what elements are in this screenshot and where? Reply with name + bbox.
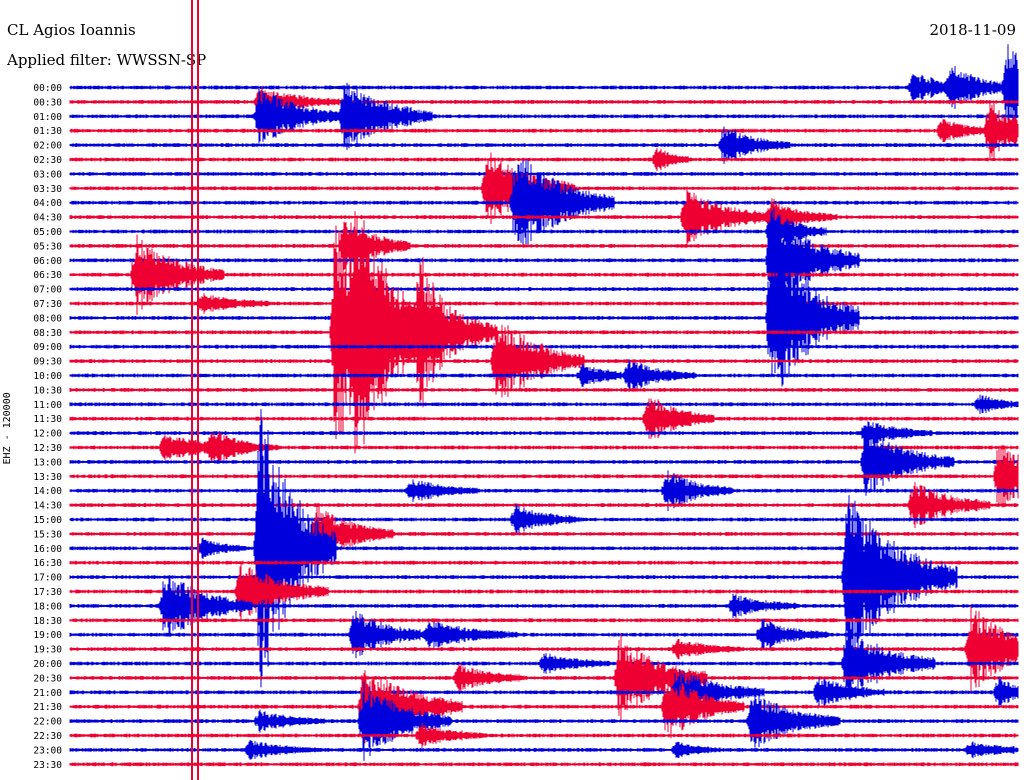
- time-tick-label: 18:30: [33, 616, 62, 627]
- time-tick-label: 17:30: [33, 587, 62, 598]
- time-tick-label: 21:30: [33, 702, 62, 713]
- time-tick-label: 19:30: [33, 645, 62, 656]
- time-tick-label: 12:00: [33, 429, 62, 440]
- time-tick-label: 03:00: [33, 169, 62, 180]
- time-tick-label: 11:00: [33, 400, 62, 411]
- time-tick-label: 02:00: [33, 141, 62, 152]
- filter-label: Applied filter: WWSSN-SP: [7, 51, 207, 69]
- time-tick-label: 22:30: [33, 731, 62, 742]
- time-tick-label: 10:30: [33, 385, 62, 396]
- time-tick-label: 05:00: [33, 227, 62, 238]
- time-tick-label: 06:30: [33, 270, 62, 281]
- time-tick-label: 10:00: [33, 371, 62, 382]
- date-label: 2018-11-09: [929, 21, 1016, 39]
- time-tick-label: 15:00: [33, 515, 62, 526]
- time-tick-label: 07:00: [33, 285, 62, 296]
- station-name: CL Agios Ioannis: [7, 21, 136, 39]
- time-tick-label: 23:30: [33, 760, 62, 771]
- time-tick-labels: 00:00 00:30 01:00 01:30 02:00 02:30 03:00 03:30…: [33, 83, 62, 771]
- time-tick-label: 06:00: [33, 256, 62, 267]
- time-tick-label: 00:00: [33, 83, 62, 94]
- time-tick-label: 01:30: [33, 126, 62, 137]
- time-tick-label: 03:30: [33, 184, 62, 195]
- time-tick-label: 20:30: [33, 673, 62, 684]
- time-tick-label: 13:00: [33, 457, 62, 468]
- time-tick-label: 08:30: [33, 328, 62, 339]
- time-tick-label: 00:30: [33, 97, 62, 108]
- time-tick-label: 15:30: [33, 529, 62, 540]
- time-tick-label: 13:30: [33, 472, 62, 483]
- time-tick-label: 19:00: [33, 630, 62, 641]
- time-tick-label: 22:00: [33, 717, 62, 728]
- time-tick-label: 14:30: [33, 501, 62, 512]
- time-tick-label: 12:30: [33, 443, 62, 454]
- time-tick-label: 17:00: [33, 573, 62, 584]
- time-tick-label: 07:30: [33, 299, 62, 310]
- time-tick-label: 23:00: [33, 745, 62, 756]
- time-tick-label: 16:00: [33, 544, 62, 555]
- time-tick-label: 21:00: [33, 688, 62, 699]
- time-tick-label: 02:30: [33, 155, 62, 166]
- time-tick-label: 01:00: [33, 112, 62, 123]
- time-tick-label: 09:00: [33, 342, 62, 353]
- time-tick-label: 18:00: [33, 601, 62, 612]
- time-tick-label: 08:00: [33, 313, 62, 324]
- time-tick-label: 14:00: [33, 486, 62, 497]
- time-tick-label: 05:30: [33, 241, 62, 252]
- time-tick-label: 04:00: [33, 198, 62, 209]
- seismic-traces: [69, 0, 1019, 780]
- time-tick-label: 11:30: [33, 414, 62, 425]
- time-tick-label: 20:00: [33, 659, 62, 670]
- time-tick-label: 09:30: [33, 357, 62, 368]
- time-tick-label: 16:30: [33, 558, 62, 569]
- time-tick-label: 04:30: [33, 213, 62, 224]
